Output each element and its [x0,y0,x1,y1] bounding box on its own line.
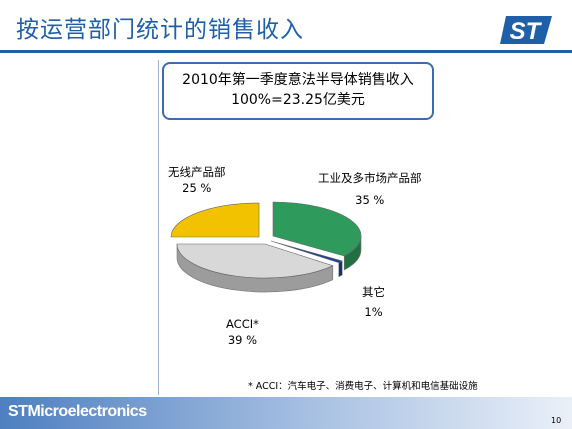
label-acci-name: ACCI* [226,317,259,331]
title-divider [0,50,572,53]
label-acci-value: 39 % [227,333,258,347]
pie-chart [170,201,362,293]
pie-slice-2 [176,243,334,279]
pie-slice-3 [170,202,260,238]
footer-bar: STMicroelectronics [0,397,572,429]
svg-text:ST: ST [510,18,543,45]
label-acci: ACCI* 39 % [226,316,259,348]
st-logo-icon: ST [500,16,552,45]
page-number: 10 [551,416,562,425]
label-wireless-name: 无线产品部 [168,165,226,179]
label-industrial-value: 35 % [355,193,385,207]
footnote: * ACCI：汽车电子、消费电子、计算机和电信基础设施 [248,381,478,392]
label-industrial-name: 工业及多市场产品部 [318,171,422,185]
label-wireless-value: 25 % [182,181,212,195]
pie-slice-side-1 [338,260,343,278]
pie-slice-1 [270,240,343,263]
label-industrial: 工业及多市场产品部 35 % [318,170,422,208]
label-wireless: 无线产品部 25 % [168,164,226,196]
pie-slice-0 [272,201,362,257]
slide-title: 按运营部门统计的销售收入 [16,17,304,43]
brand-name: STMicroelectronics [8,403,147,420]
info-line-2: 100%=23.25亿美元 [231,92,365,108]
label-other: 其它 1% [362,284,385,320]
label-other-value: 1% [364,305,383,319]
info-box: 2010年第一季度意法半导体销售收入 100%=23.25亿美元 [162,62,434,120]
content-divider [158,60,159,395]
info-line-1: 2010年第一季度意法半导体销售收入 [182,72,414,88]
label-other-name: 其它 [362,285,385,299]
